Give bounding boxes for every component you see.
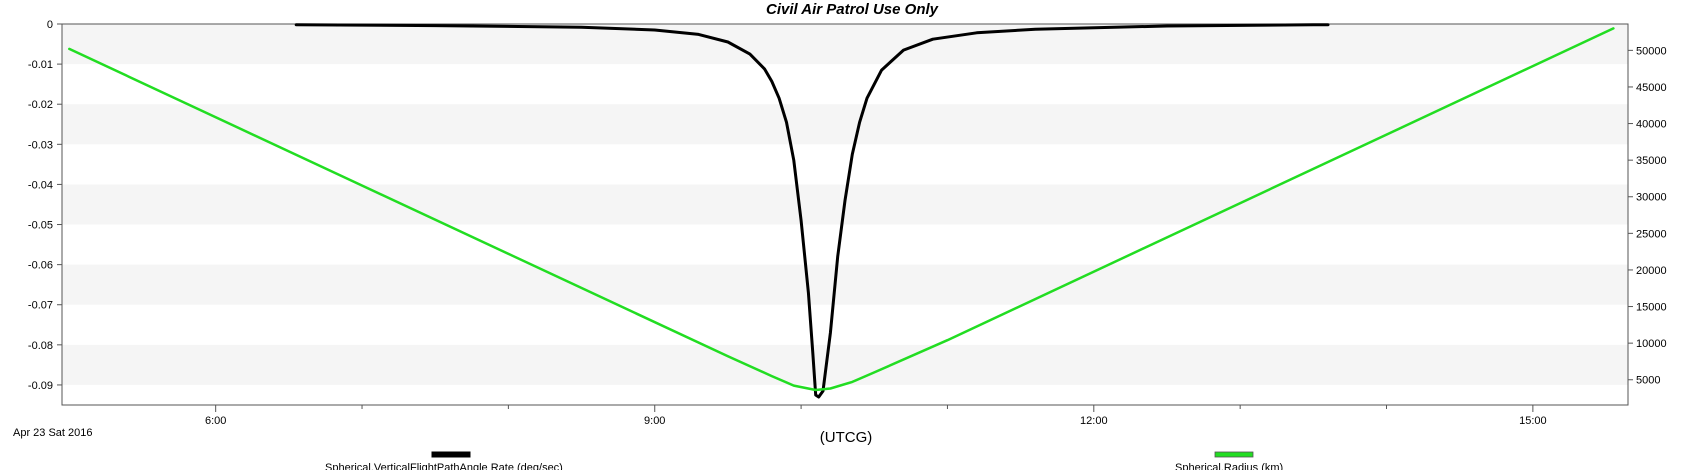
left-axis-tick-label: -0.04	[28, 179, 53, 191]
legend-label-radius: Spherical.Radius (km)	[1175, 462, 1283, 470]
x-axis-tick-label: 15:00	[1519, 415, 1547, 427]
left-axis-tick-label: 0	[47, 19, 53, 31]
left-y-axis: 0 -0.01 -0.02 -0.03 -0.04 -0.05 -0.06 -0.07 -0.0…	[28, 19, 62, 392]
left-axis-tick-label: -0.05	[28, 220, 53, 232]
series-line-angle-rate	[294, 23, 1330, 399]
x-axis-label: (UTCG)	[820, 429, 873, 446]
legend-item-angle-rate: Spherical.VerticalFlightPathAngle Rate (…	[325, 451, 563, 470]
x-axis-tick-label: 12:00	[1080, 415, 1108, 427]
grid-band	[62, 344, 1628, 385]
left-axis-tick-label: -0.03	[28, 139, 53, 151]
right-axis-tick-label: 20000	[1636, 265, 1667, 277]
right-axis-tick-label: 25000	[1636, 228, 1667, 240]
legend-label-angle-rate: Spherical.VerticalFlightPathAngle Rate (…	[325, 462, 563, 470]
right-axis-tick-label: 5000	[1636, 375, 1660, 387]
grid-band	[62, 104, 1628, 145]
grid-band	[62, 264, 1628, 305]
right-axis-tick-label: 35000	[1636, 155, 1667, 167]
right-y-axis: 5000 10000 15000 20000 25000 30000 35000 40000 4…	[1628, 45, 1667, 387]
right-axis-tick-label: 40000	[1636, 119, 1667, 131]
x-axis-tick-label: 9:00	[644, 415, 665, 427]
left-axis-tick-label: -0.02	[28, 99, 53, 111]
legend: Spherical.VerticalFlightPathAngle Rate (…	[325, 451, 1283, 470]
left-axis-tick-label: -0.09	[28, 380, 53, 392]
right-axis-tick-label: 30000	[1636, 192, 1667, 204]
left-axis-tick-label: -0.06	[28, 260, 53, 272]
right-axis-tick-label: 10000	[1636, 338, 1667, 350]
date-label: Apr 23 Sat 2016	[13, 427, 93, 439]
x-axis-tick-label: 6:00	[205, 415, 226, 427]
right-axis-tick-label: 50000	[1636, 45, 1667, 57]
right-axis-tick-label: 45000	[1636, 82, 1667, 94]
legend-item-radius: Spherical.Radius (km)	[1175, 451, 1283, 470]
grid-band	[62, 24, 1628, 65]
left-axis-tick-label: -0.08	[28, 340, 53, 352]
legend-swatch-radius	[1214, 451, 1254, 458]
grid-bands	[62, 24, 1628, 405]
left-axis-tick-label: -0.01	[28, 59, 53, 71]
series-line-radius	[68, 27, 1615, 392]
x-axis: 6:00 9:00 12:00 15:00	[205, 405, 1547, 427]
series-layer	[68, 23, 1615, 399]
legend-swatch-angle-rate	[431, 451, 471, 458]
chart-title: Civil Air Patrol Use Only	[766, 1, 939, 18]
left-axis-tick-label: -0.07	[28, 300, 53, 312]
right-axis-tick-label: 15000	[1636, 302, 1667, 314]
plot-area	[61, 23, 1629, 406]
